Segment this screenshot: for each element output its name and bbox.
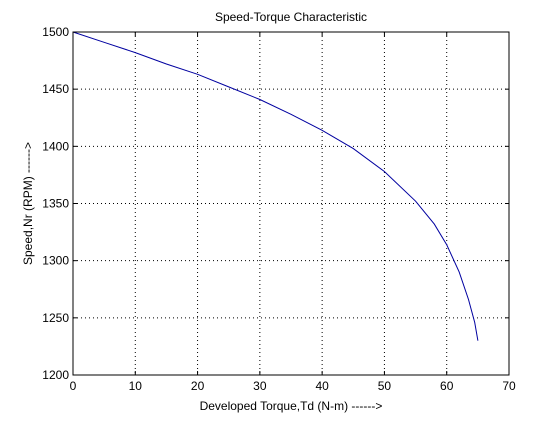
y-tick-label: 1200: [42, 368, 69, 382]
x-tick-label: 60: [440, 379, 454, 393]
y-tick-label: 1350: [42, 197, 69, 211]
x-tick-label: 0: [70, 379, 77, 393]
x-tick-label: 10: [129, 379, 143, 393]
y-tick-label: 1300: [42, 254, 69, 268]
plot-frame: [72, 31, 510, 376]
series-layer: [72, 31, 479, 341]
y-tick-label: 1500: [42, 25, 69, 39]
tick-layer: 0 10 20 30 40 50 60 70 1200 1250 1300 1350 1400 1450 1…: [42, 25, 516, 393]
grid-layer: [73, 32, 509, 375]
x-tick-label: 70: [502, 379, 516, 393]
x-tick-label: 40: [315, 379, 329, 393]
y-tick-label: 1250: [42, 311, 69, 325]
x-axis-label: Developed Torque,Td (N-m) ------>: [200, 399, 383, 413]
chart-title: Speed-Torque Characteristic: [215, 10, 367, 24]
x-tick-label: 30: [253, 379, 267, 393]
speed-torque-series-line: [72, 31, 479, 341]
y-axis-label: Speed,Nr (RPM) ------>: [21, 142, 35, 265]
y-tick-label: 1400: [42, 139, 69, 153]
x-tick-label: 20: [191, 379, 205, 393]
y-tick-label: 1450: [42, 82, 69, 96]
x-tick-label: 50: [378, 379, 392, 393]
